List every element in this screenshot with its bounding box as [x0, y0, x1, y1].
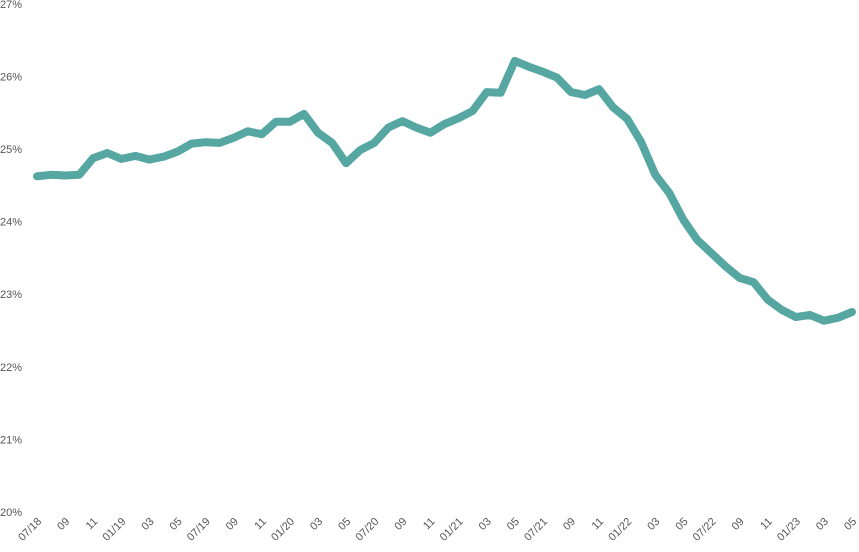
x-tick-label: 07/19 [185, 516, 213, 544]
x-tick-label: 11 [758, 516, 775, 533]
x-tick-label: 05 [505, 516, 522, 533]
y-tick-label: 26% [0, 71, 22, 83]
x-tick-label: 07/20 [353, 516, 381, 544]
x-tick-label: 03 [814, 516, 831, 533]
x-tick-label: 09 [224, 516, 241, 533]
line-series [33, 56, 856, 325]
y-tick-label: 25% [0, 144, 22, 156]
x-tick-label: 01/19 [101, 516, 129, 544]
x-tick-label: 03 [308, 516, 325, 533]
x-tick-label: 11 [590, 516, 607, 533]
x-tick-label: 01/20 [269, 516, 297, 544]
x-tick-label: 01/23 [775, 516, 803, 544]
x-tick-label: 05 [673, 516, 690, 533]
y-tick-label: 22% [0, 362, 22, 374]
x-tick-label: 05 [336, 516, 353, 533]
x-tick-label: 03 [645, 516, 662, 533]
x-tick-label: 03 [139, 516, 156, 533]
x-tick-label: 07/18 [16, 516, 44, 544]
x-tick-label: 01/22 [606, 516, 634, 544]
y-tick-label: 24% [0, 217, 22, 229]
x-tick-label: 09 [561, 516, 578, 533]
x-tick-label: 11 [421, 516, 438, 533]
x-tick-label: 11 [252, 516, 269, 533]
x-tick-label: 05 [842, 516, 859, 533]
y-tick-label: 21% [0, 434, 22, 446]
x-tick-label: 09 [392, 516, 409, 533]
y-tick-label: 23% [0, 289, 22, 301]
y-tick-label: 20% [0, 507, 22, 519]
x-tick-label: 09 [730, 516, 747, 533]
y-tick-label: 27% [0, 0, 22, 11]
x-tick-label: 09 [55, 516, 72, 533]
x-tick-label: 11 [84, 516, 101, 533]
x-tick-label: 07/22 [691, 516, 719, 544]
x-tick-label: 03 [477, 516, 494, 533]
x-tick-label: 01/21 [438, 516, 466, 544]
x-tick-label: 05 [168, 516, 185, 533]
x-tick-label: 07/21 [522, 516, 550, 544]
